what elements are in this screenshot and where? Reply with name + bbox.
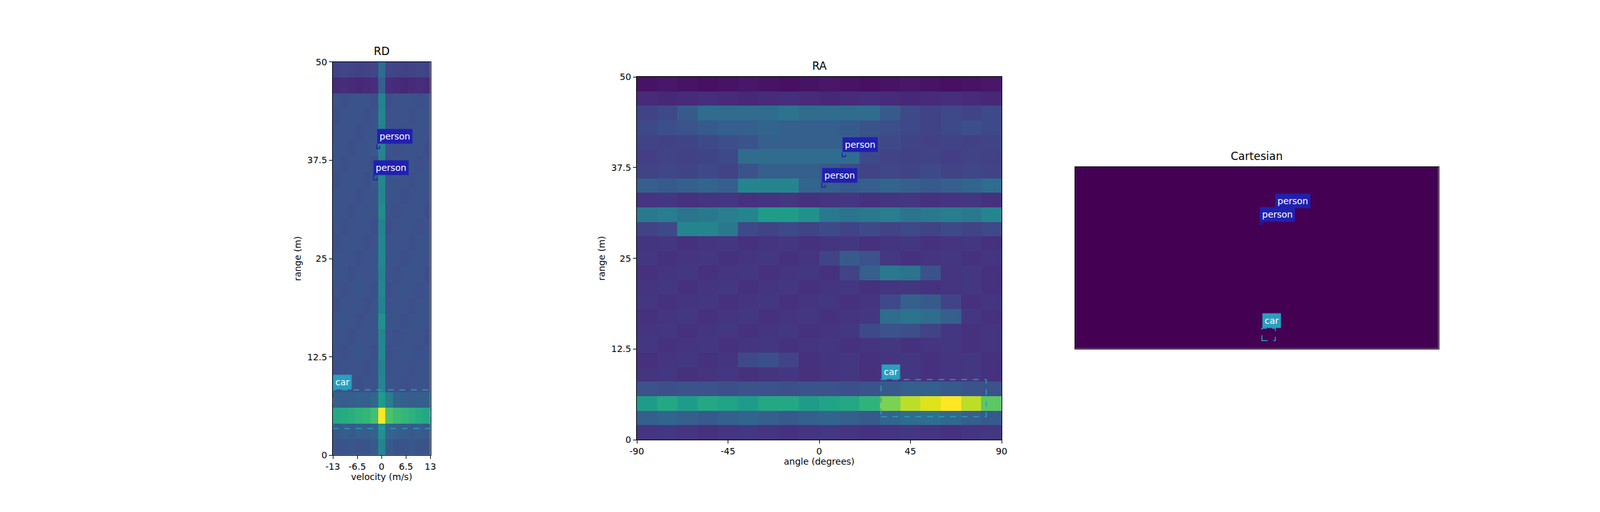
- svg-text:-90: -90: [629, 446, 645, 457]
- svg-text:person: person: [375, 162, 407, 173]
- svg-text:50: 50: [315, 56, 328, 68]
- svg-text:12.5: 12.5: [307, 352, 328, 363]
- svg-text:RD: RD: [373, 44, 390, 58]
- svg-text:12.5: 12.5: [611, 343, 632, 354]
- svg-text:car: car: [883, 366, 898, 377]
- svg-text:person: person: [1262, 209, 1293, 220]
- svg-text:25: 25: [619, 253, 632, 264]
- svg-text:13: 13: [424, 461, 437, 472]
- svg-text:-6.5: -6.5: [348, 461, 366, 472]
- svg-text:90: 90: [995, 446, 1008, 457]
- svg-text:person: person: [844, 139, 876, 150]
- svg-text:45: 45: [904, 446, 917, 457]
- svg-text:0: 0: [321, 449, 328, 461]
- svg-text:Cartesian: Cartesian: [1230, 149, 1283, 163]
- svg-text:range (m): range (m): [596, 236, 607, 281]
- svg-text:50: 50: [619, 71, 632, 82]
- svg-text:0: 0: [625, 434, 632, 445]
- svg-text:37.5: 37.5: [307, 154, 328, 166]
- svg-text:angle (degrees): angle (degrees): [784, 456, 856, 467]
- svg-text:-45: -45: [720, 446, 736, 457]
- svg-text:-13: -13: [325, 461, 341, 472]
- svg-text:0: 0: [378, 461, 385, 472]
- svg-text:6.5: 6.5: [398, 461, 413, 472]
- svg-text:car: car: [335, 376, 350, 388]
- svg-text:37.5: 37.5: [611, 162, 632, 173]
- svg-text:0: 0: [816, 446, 823, 457]
- svg-text:RA: RA: [812, 59, 827, 73]
- svg-text:person: person: [379, 131, 411, 142]
- svg-text:person: person: [1277, 195, 1309, 207]
- svg-text:person: person: [824, 170, 856, 181]
- svg-text:range (m): range (m): [292, 236, 303, 281]
- svg-text:25: 25: [315, 253, 328, 264]
- svg-text:velocity (m/s): velocity (m/s): [350, 471, 413, 482]
- svg-text:car: car: [1264, 315, 1279, 326]
